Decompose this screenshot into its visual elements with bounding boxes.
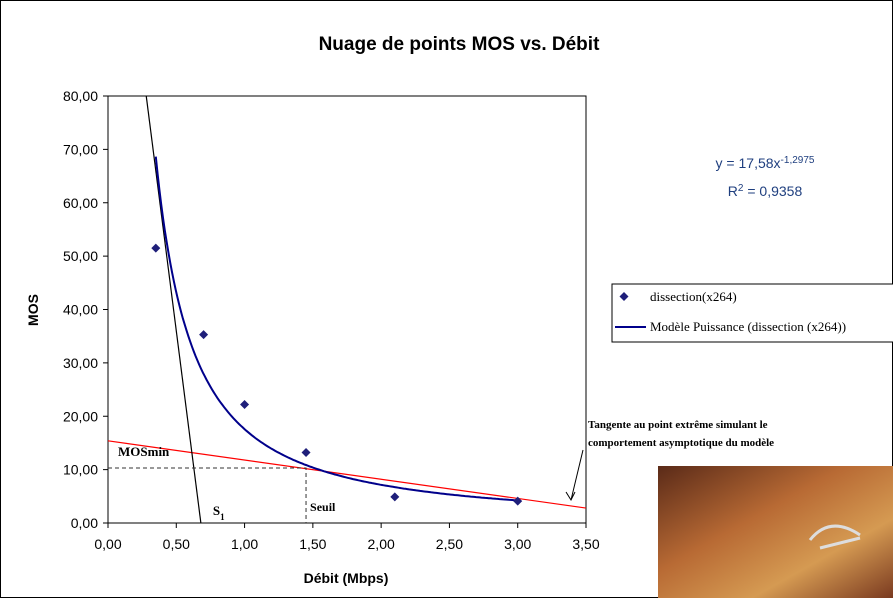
data-point — [240, 400, 250, 410]
y-tick-label: 10,00 — [63, 462, 98, 478]
data-point — [151, 243, 161, 253]
r-squared: R2 = 0,9358 — [728, 183, 803, 200]
tangent-note: comportement asymptotique du modèle — [588, 437, 774, 449]
steep-tangent-label: S1 — [213, 503, 225, 522]
legend-label: dissection(x264) — [650, 289, 737, 304]
x-tick-label: 2,50 — [436, 536, 463, 552]
eq-coefficient: 17,58 — [739, 155, 774, 171]
subscript: 1 — [220, 512, 225, 522]
r2-symbol: R — [728, 183, 738, 199]
x-tick-label: 1,50 — [299, 536, 326, 552]
legend-box — [611, 283, 893, 343]
r2-value: 0,9358 — [759, 183, 802, 199]
data-point — [199, 330, 209, 340]
x-tick-label: 2,00 — [368, 536, 395, 552]
r2-power: 2 — [738, 183, 744, 194]
y-tick-label: 0,00 — [71, 515, 98, 531]
x-tick-label: 0,50 — [163, 536, 190, 552]
legend-marker — [619, 292, 629, 301]
x-tick-label: 1,00 — [231, 536, 258, 552]
y-tick-label: 20,00 — [63, 408, 98, 424]
y-axis-label: MOS — [25, 294, 41, 326]
trendline — [154, 156, 518, 502]
tangent-line — [107, 440, 587, 509]
x-tick-label: 3,00 — [504, 536, 531, 552]
symbol: S — [213, 503, 220, 518]
eq-variable: x — [774, 155, 781, 171]
equation: y = 17,58x-1,2975 — [716, 155, 815, 172]
y-tick-label: 60,00 — [63, 195, 98, 211]
x-axis-label: Débit (Mbps) — [304, 570, 389, 586]
note-arrow — [565, 449, 584, 502]
data-point — [301, 448, 311, 458]
mosmin-label: MOSmin — [118, 444, 170, 459]
y-tick-label: 80,00 — [63, 88, 98, 104]
eq-lhs: y = — [716, 155, 739, 171]
y-tick-label: 40,00 — [63, 302, 98, 318]
tangent-note: Tangente au point extrême simulant le — [588, 419, 768, 431]
data-point — [513, 496, 523, 506]
x-tick-label: 3,50 — [572, 536, 599, 552]
data-point — [390, 492, 400, 502]
x-tick-label: 0,00 — [94, 536, 121, 552]
y-tick-label: 70,00 — [63, 141, 98, 157]
legend-label: Modèle Puissance (dissection (x264)) — [650, 319, 846, 334]
chart-title: Nuage de points MOS vs. Débit — [319, 34, 600, 55]
r2-equals: = — [743, 183, 759, 199]
y-tick-label: 30,00 — [63, 355, 98, 371]
seuil-label: Seuil — [310, 500, 336, 514]
threshold-lines — [108, 467, 307, 523]
eq-exponent: -1,2975 — [781, 155, 815, 166]
steep-tangent-line — [145, 95, 202, 524]
y-tick-label: 50,00 — [63, 248, 98, 264]
photo-instrument — [808, 524, 861, 550]
